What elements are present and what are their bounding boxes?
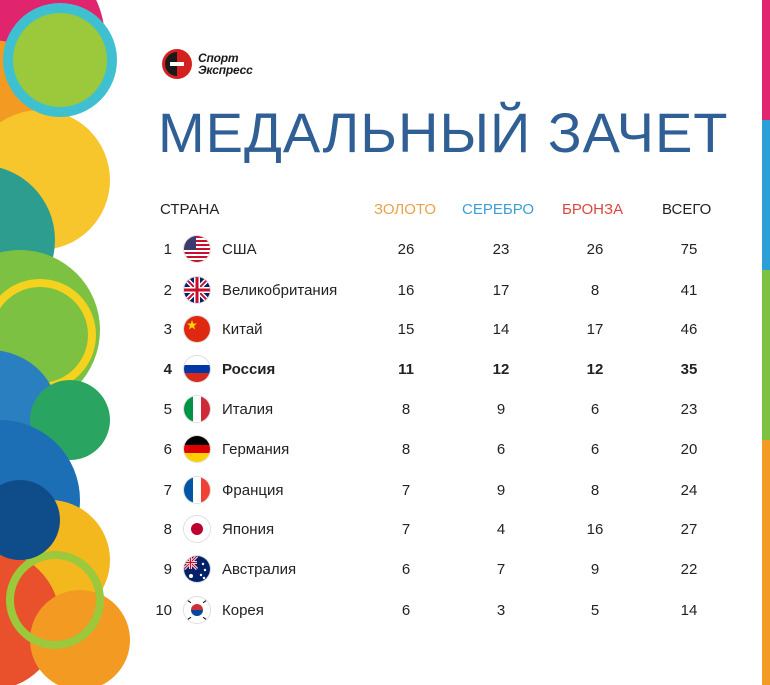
brand-line2: Экспресс <box>198 63 253 77</box>
china-flag-icon <box>184 316 210 342</box>
total-count: 24 <box>680 482 698 499</box>
header-silver: СЕРЕБРО <box>462 201 535 218</box>
table-row: 9 Австралия 6 7 9 22 <box>0 551 770 587</box>
rank: 9 <box>163 561 172 578</box>
table-row: 5 Италия 8 9 6 23 <box>0 391 770 427</box>
italy-flag-icon <box>184 396 210 422</box>
bronze-count: 12 <box>586 361 604 378</box>
table-row: 3 Китай 15 14 17 46 <box>0 311 770 347</box>
rank: 6 <box>163 441 172 458</box>
korea-flag-icon <box>184 597 210 623</box>
bronze-count: 9 <box>590 561 600 578</box>
rank: 1 <box>163 241 172 258</box>
germany-flag-icon <box>184 436 210 462</box>
bronze-count: 17 <box>586 321 604 338</box>
france-flag-icon <box>184 477 210 503</box>
usa-flag-icon <box>184 236 210 262</box>
country-name: Италия <box>222 401 274 418</box>
header-bronze: БРОНЗА <box>562 201 624 218</box>
country-name: Россия <box>222 361 276 378</box>
silver-count: 9 <box>496 482 506 499</box>
gold-count: 26 <box>397 241 415 258</box>
rank: 2 <box>163 282 172 299</box>
table-row: 1 США 26 23 26 75 <box>0 231 770 267</box>
rank: 7 <box>163 482 172 499</box>
country-name: Германия <box>222 441 290 458</box>
total-count: 41 <box>680 282 698 299</box>
total-count: 46 <box>680 321 698 338</box>
rank: 3 <box>163 321 172 338</box>
header-country: СТРАНА <box>160 201 220 218</box>
silver-count: 4 <box>496 521 506 538</box>
header-total: ВСЕГО <box>662 201 712 218</box>
rank: 10 <box>155 602 172 619</box>
bronze-count: 6 <box>590 401 600 418</box>
gold-count: 7 <box>401 482 411 499</box>
country-name: Корея <box>222 602 264 619</box>
country-name: Австралия <box>222 561 297 578</box>
gold-count: 6 <box>401 561 411 578</box>
table-row: 2 Великобритания 16 17 8 41 <box>0 272 770 308</box>
silver-count: 7 <box>496 561 506 578</box>
total-count: 20 <box>680 441 698 458</box>
total-count: 22 <box>680 561 698 578</box>
rank: 8 <box>163 521 172 538</box>
country-name: США <box>222 241 257 258</box>
header-gold: ЗОЛОТО <box>374 201 437 218</box>
decorative-edge <box>756 0 770 685</box>
total-count: 75 <box>680 241 698 258</box>
bronze-count: 16 <box>586 521 604 538</box>
sport-express-logo-icon <box>162 49 192 79</box>
total-count: 23 <box>680 401 698 418</box>
total-count: 14 <box>680 602 698 619</box>
gold-count: 6 <box>401 602 411 619</box>
russia-flag-icon <box>184 356 210 382</box>
australia-flag-icon <box>184 556 210 582</box>
rank: 4 <box>163 361 172 378</box>
gold-count: 11 <box>398 361 414 378</box>
table-row: 7 Франция 7 9 8 24 <box>0 472 770 508</box>
total-count: 35 <box>680 361 698 378</box>
brand-logo: Спорт Экспресс <box>161 48 253 80</box>
bronze-count: 6 <box>590 441 600 458</box>
table-row: 8 Япония 7 4 16 27 <box>0 511 770 547</box>
bronze-count: 5 <box>590 602 600 619</box>
page-title: МЕДАЛЬНЫЙ ЗАЧЕТ <box>158 101 729 164</box>
silver-count: 9 <box>496 401 506 418</box>
table-row: 6 Германия 8 6 6 20 <box>0 431 770 467</box>
total-count: 27 <box>680 521 698 538</box>
country-name: Франция <box>222 482 284 499</box>
decorative-background <box>0 0 130 685</box>
table-row-highlighted: 4 Россия 11 12 12 35 <box>0 351 770 387</box>
table-row: 10 Корея 6 3 5 14 <box>0 592 770 628</box>
japan-flag-icon <box>184 516 210 542</box>
silver-count: 23 <box>492 241 510 258</box>
silver-count: 17 <box>492 282 510 299</box>
silver-count: 6 <box>496 441 506 458</box>
brand-line1: Спорт <box>198 51 239 65</box>
rank: 5 <box>163 401 172 418</box>
country-name: Великобритания <box>222 282 338 299</box>
uk-flag-icon <box>184 277 210 303</box>
country-name: Япония <box>222 521 275 538</box>
gold-count: 8 <box>401 441 411 458</box>
country-name: Китай <box>222 321 263 338</box>
silver-count: 14 <box>492 321 510 338</box>
gold-count: 8 <box>401 401 411 418</box>
gold-count: 15 <box>397 321 415 338</box>
gold-count: 16 <box>397 282 415 299</box>
silver-count: 12 <box>492 361 510 378</box>
gold-count: 7 <box>401 521 411 538</box>
bronze-count: 8 <box>590 282 600 299</box>
silver-count: 3 <box>496 602 506 619</box>
bronze-count: 8 <box>590 482 600 499</box>
bronze-count: 26 <box>586 241 604 258</box>
